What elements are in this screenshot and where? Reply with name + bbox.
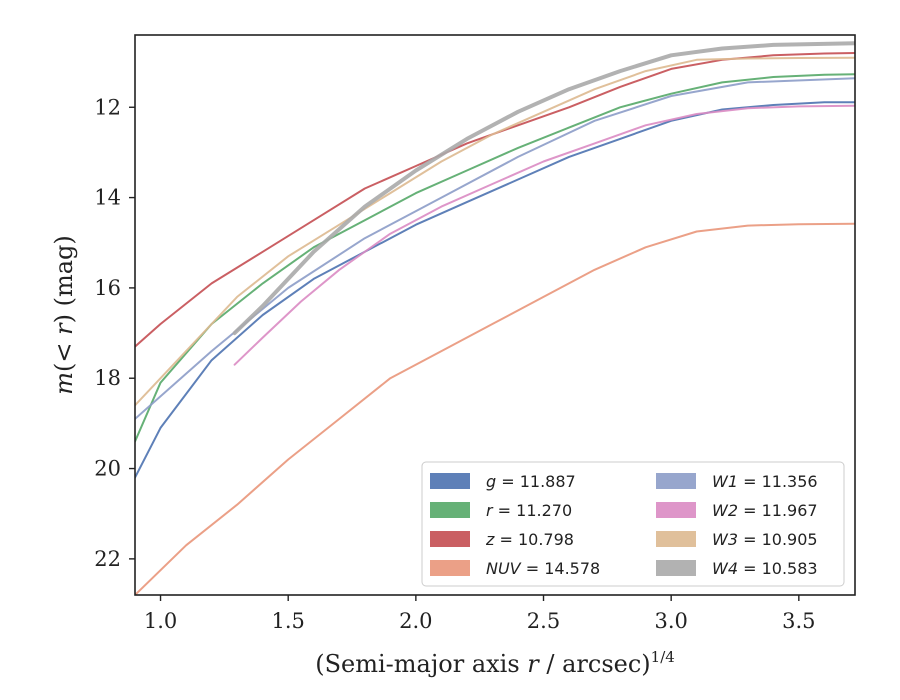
- series-line-r: [135, 73, 855, 443]
- series-line-w4: [232, 41, 855, 336]
- y-tick-label: 14: [94, 186, 121, 210]
- x-tick-label: 1.5: [271, 609, 304, 633]
- legend-label-w3: W3 = 10.905: [712, 530, 818, 549]
- legend-swatch-g: [430, 473, 470, 489]
- series-line-w2: [233, 104, 855, 366]
- y-tick-label: 18: [94, 366, 121, 390]
- y-axis: 12 14 16 18 20 22: [94, 95, 135, 571]
- series-line-w3: [135, 56, 855, 407]
- legend-swatch-w3: [656, 531, 696, 547]
- legend-label-w4: W4 = 10.583: [712, 559, 818, 578]
- x-tick-label: 3.5: [782, 609, 815, 633]
- y-axis-label: m(< r) (mag): [50, 235, 78, 395]
- x-axis: 1.0 1.5 2.0 2.5 3.0 3.5: [144, 595, 816, 633]
- x-tick-label: 1.0: [144, 609, 177, 633]
- legend-label-w2: W2 = 11.967: [712, 501, 818, 520]
- y-tick-label: 22: [94, 547, 121, 571]
- legend-label-nuv: NUV = 14.578: [486, 559, 600, 578]
- legend-swatch-w4: [656, 560, 696, 576]
- series-line-nuv: [135, 222, 855, 595]
- y-tick-label: 16: [94, 276, 121, 300]
- x-tick-label: 2.5: [527, 609, 560, 633]
- x-tick-label: 2.0: [399, 609, 432, 633]
- x-axis-label: (Semi-major axis r / arcsec)1/4: [315, 648, 675, 678]
- legend-label-g: g = 11.887: [486, 472, 576, 491]
- legend-swatch-nuv: [430, 560, 470, 576]
- y-tick-label: 20: [94, 457, 121, 481]
- x-tick-label: 3.0: [654, 609, 687, 633]
- legend: g = 11.887 r = 11.270 z = 10.798 NUV = 14.5…: [421, 461, 845, 587]
- legend-swatch-w1: [656, 473, 696, 489]
- legend-swatch-r: [430, 502, 470, 518]
- y-tick-label: 12: [94, 95, 121, 119]
- series-layer: [135, 41, 855, 595]
- legend-label-r: r = 11.270: [486, 501, 572, 520]
- plot-frame: [134, 34, 856, 596]
- legend-box: [421, 461, 845, 587]
- legend-swatch-w2: [656, 502, 696, 518]
- legend-label-z: z = 10.798: [485, 530, 574, 549]
- legend-label-w1: W1 = 11.356: [712, 472, 818, 491]
- legend-swatch-z: [430, 531, 470, 547]
